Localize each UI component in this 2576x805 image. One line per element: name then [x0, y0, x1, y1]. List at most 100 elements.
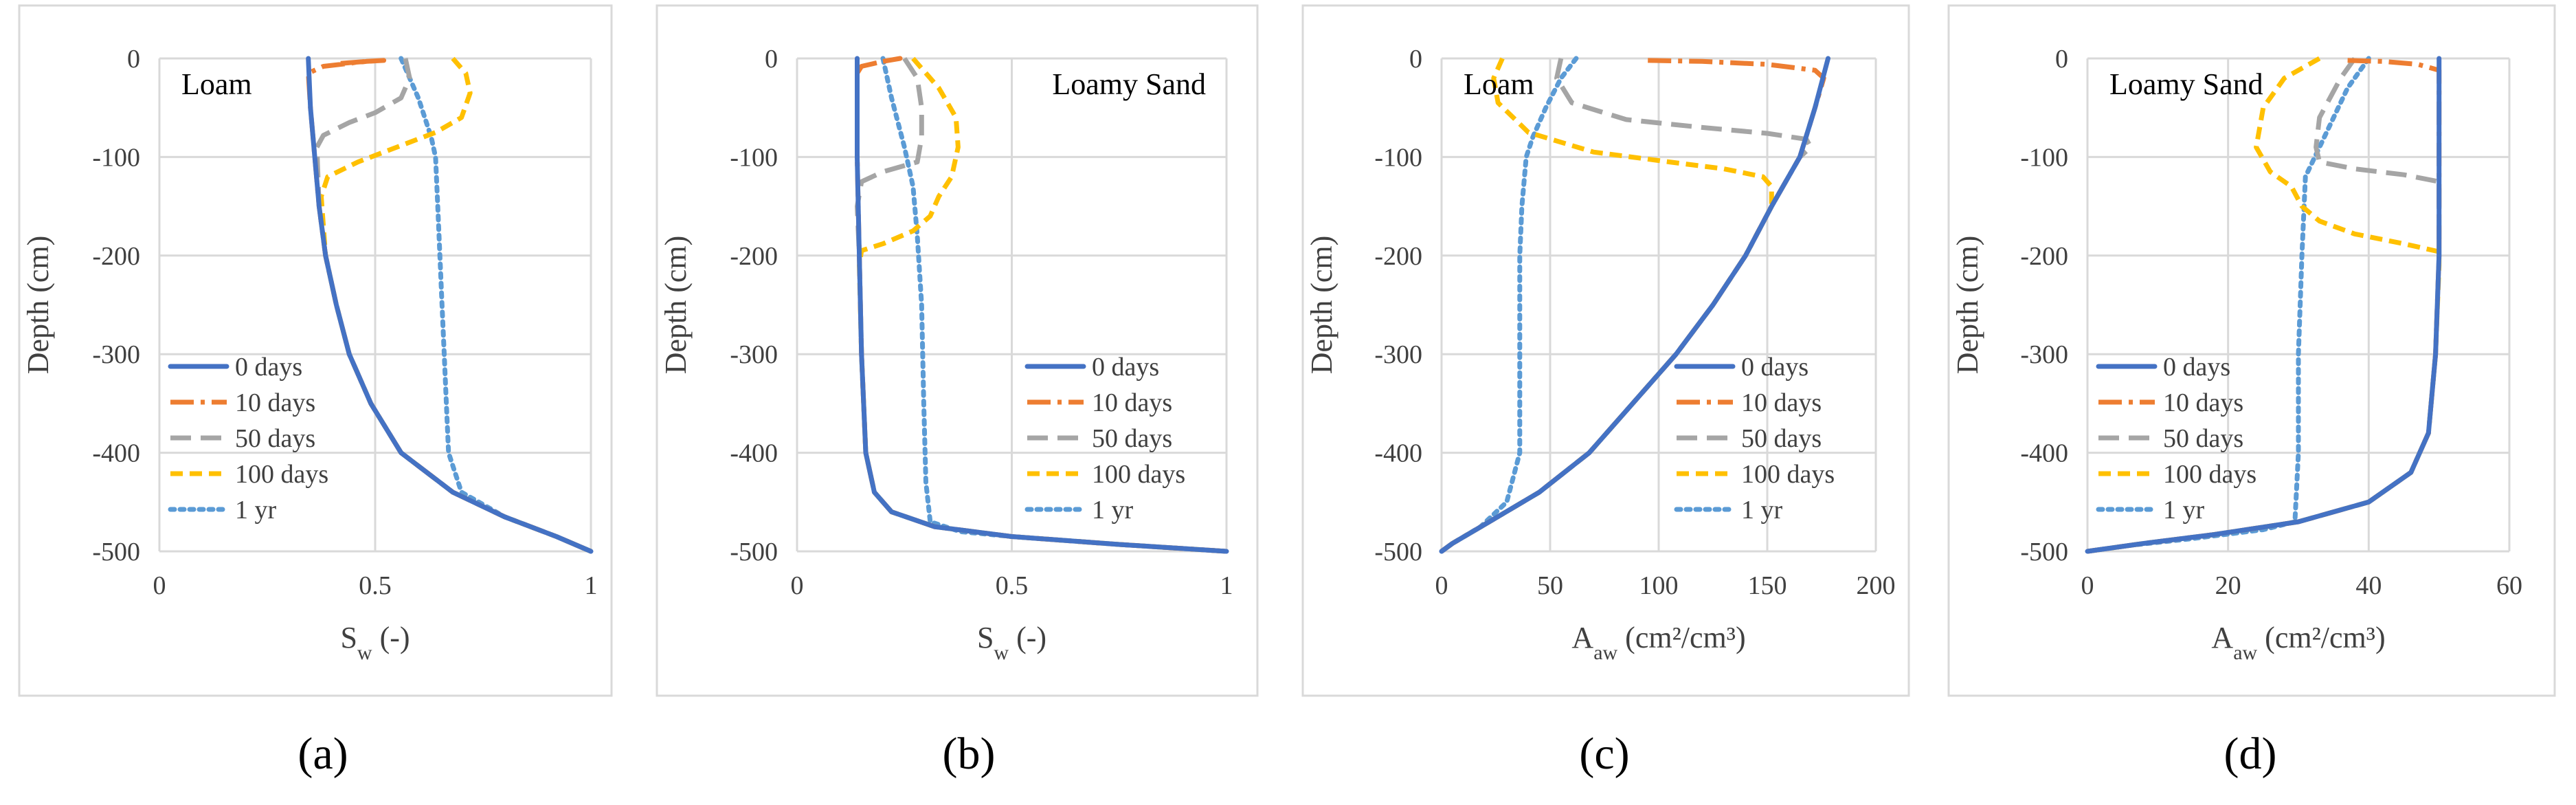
y-tick-label: -500	[92, 538, 140, 566]
x-tick-label: 0	[1435, 571, 1448, 600]
legend-label: 0 days	[235, 353, 302, 382]
y-tick-label: 0	[127, 45, 140, 74]
series-line-0-days	[306, 56, 594, 554]
chart-frame	[656, 4, 1259, 697]
soil-label: Loam	[181, 67, 252, 101]
x-axis-label-symbol: A	[1571, 621, 1593, 654]
legend-label: 10 days	[2163, 388, 2243, 417]
legend-label: 1 yr	[1092, 496, 1134, 525]
legend-label: 0 days	[1741, 353, 1808, 382]
y-tick-label: -100	[2020, 143, 2068, 172]
legend-label: 100 days	[1092, 460, 1185, 489]
panel-letter: (a)	[298, 729, 348, 779]
x-tick-label: 0.5	[996, 571, 1029, 600]
x-axis-label-units: (-)	[1009, 621, 1046, 654]
y-tick-label: -500	[1374, 538, 1422, 566]
x-axis-label: Sw (-)	[977, 621, 1046, 664]
x-tick-label: 100	[1639, 571, 1679, 600]
y-tick-label: -200	[1374, 242, 1422, 271]
y-tick-label: -100	[730, 143, 778, 172]
chart-frame	[1301, 4, 1910, 697]
y-tick-label: -400	[92, 439, 140, 468]
panel-a: 0 -100 -200 -300 -400 -500 0 0.5 1 Depth (cm) Sw (…	[18, 4, 613, 779]
legend-label: 10 days	[235, 388, 315, 417]
y-tick-label: -100	[92, 143, 140, 172]
legend-label: 1 yr	[2163, 496, 2205, 525]
x-axis-label-units: (cm²/cm³)	[2257, 621, 2385, 654]
x-axis-label-subscript: w	[357, 641, 372, 664]
legend-label: 1 yr	[1741, 496, 1783, 525]
x-axis-label: Aaw (cm²/cm³)	[1571, 621, 1745, 664]
series-line-0-days	[1439, 56, 1830, 554]
y-tick-label: -100	[1374, 143, 1422, 172]
x-axis-label-subscript: w	[994, 641, 1009, 664]
series-line-0-days	[2085, 56, 2442, 554]
legend-label: 50 days	[2163, 424, 2243, 453]
y-tick-label: -500	[2020, 538, 2068, 566]
y-axis-label: Depth (cm)	[1305, 236, 1339, 375]
soil-label: Loamy Sand	[1052, 67, 1206, 101]
x-axis-label-symbol: S	[977, 621, 994, 654]
x-axis-label-symbol: S	[340, 621, 357, 654]
y-tick-label: -400	[1374, 439, 1422, 468]
y-axis-label: Depth (cm)	[1951, 236, 1984, 375]
legend-label: 1 yr	[235, 496, 277, 525]
x-tick-label: 150	[1748, 571, 1787, 600]
y-tick-label: 0	[2055, 45, 2068, 74]
y-tick-label: 0	[1409, 45, 1422, 74]
legend-label: 10 days	[1741, 388, 1822, 417]
legend-label: 100 days	[235, 460, 328, 489]
x-tick-label: 1	[585, 571, 598, 600]
y-tick-label: -300	[92, 340, 140, 369]
legend-label: 50 days	[1741, 424, 1822, 453]
y-tick-label: -200	[2020, 242, 2068, 271]
legend-label: 0 days	[1092, 353, 1159, 382]
legend-label: 100 days	[2163, 460, 2256, 489]
y-tick-label: -300	[730, 340, 778, 369]
y-tick-label: -200	[730, 242, 778, 271]
x-axis-label-units: (-)	[372, 621, 410, 654]
y-tick-label: 0	[765, 45, 778, 74]
x-tick-label: 1	[1220, 571, 1233, 600]
soil-label: Loamy Sand	[2109, 67, 2263, 101]
x-tick-label: 0	[2081, 571, 2094, 600]
x-axis-label: Aaw (cm²/cm³)	[2211, 621, 2385, 664]
y-tick-label: -400	[730, 439, 778, 468]
panel-letter: (c)	[1579, 729, 1629, 779]
y-tick-label: -500	[730, 538, 778, 566]
x-axis-label-subscript: aw	[1593, 641, 1617, 664]
x-axis-label: Sw (-)	[340, 621, 410, 664]
x-tick-label: 20	[2215, 571, 2241, 600]
x-tick-label: 0.5	[359, 571, 392, 600]
x-tick-label: 50	[1537, 571, 1563, 600]
panel-letter: (b)	[943, 729, 996, 779]
x-tick-label: 40	[2355, 571, 2382, 600]
legend-label: 0 days	[2163, 353, 2230, 382]
y-tick-label: -300	[1374, 340, 1422, 369]
y-tick-label: -200	[92, 242, 140, 271]
panel-c: 0 -100 -200 -300 -400 -500 0 50 100 150 200 Depth (…	[1301, 4, 1910, 779]
x-tick-label: 60	[2496, 571, 2522, 600]
panel-b: 0 -100 -200 -300 -400 -500 0 0.5 1 Depth (cm) Sw (…	[656, 4, 1259, 779]
legend-label: 100 days	[1741, 460, 1835, 489]
y-axis-label: Depth (cm)	[21, 236, 55, 375]
x-axis-label-units: (cm²/cm³)	[1617, 621, 1745, 654]
x-tick-label: 200	[1857, 571, 1896, 600]
x-axis-label-symbol: A	[2211, 621, 2233, 654]
x-tick-label: 0	[791, 571, 804, 600]
legend-label: 50 days	[1092, 424, 1172, 453]
y-tick-label: -300	[2020, 340, 2068, 369]
y-tick-label: -400	[2020, 439, 2068, 468]
chart-frame	[18, 4, 613, 697]
y-axis-label: Depth (cm)	[659, 236, 693, 375]
panel-letter: (d)	[2224, 729, 2277, 779]
panel-d: 0 -100 -200 -300 -400 -500 0 20 40 60 Depth (cm) Aa…	[1947, 4, 2556, 779]
x-tick-label: 0	[153, 571, 166, 600]
legend-label: 10 days	[1092, 388, 1172, 417]
legend-label: 50 days	[235, 424, 315, 453]
chart-frame	[1947, 4, 2556, 697]
x-axis-label-subscript: aw	[2233, 641, 2257, 664]
series-line-0-days	[855, 56, 1229, 554]
soil-label: Loam	[1464, 67, 1534, 101]
